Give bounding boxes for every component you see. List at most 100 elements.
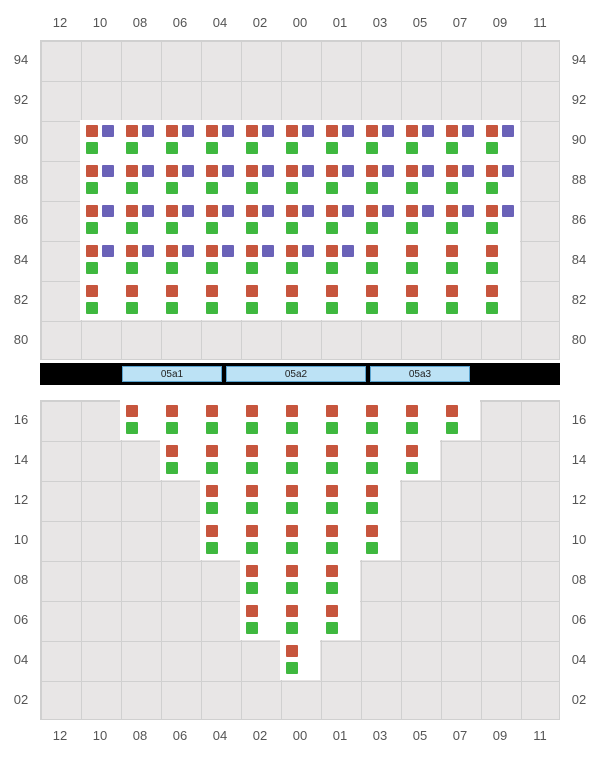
y-axis-label: 08 <box>8 572 34 587</box>
rack-cell[interactable] <box>200 440 240 480</box>
x-axis-label: 02 <box>240 15 280 30</box>
rack-cell[interactable] <box>80 200 120 240</box>
rack-cell[interactable] <box>280 480 320 520</box>
rack-cell[interactable] <box>160 400 200 440</box>
rack-cell[interactable] <box>280 400 320 440</box>
x-axis-label: 02 <box>240 728 280 743</box>
rack-cell[interactable] <box>240 400 280 440</box>
rack-cell[interactable] <box>280 200 320 240</box>
rack-cell[interactable] <box>200 240 240 280</box>
rack-cell[interactable] <box>320 480 360 520</box>
rack-cell[interactable] <box>120 160 160 200</box>
rack-cell[interactable] <box>400 200 440 240</box>
rack-cell[interactable] <box>360 440 400 480</box>
rack-cell[interactable] <box>280 160 320 200</box>
rack-cell[interactable] <box>240 240 280 280</box>
rack-cell[interactable] <box>480 280 520 320</box>
rack-cell[interactable] <box>120 400 160 440</box>
rack-cell[interactable] <box>400 400 440 440</box>
rack-cell[interactable] <box>80 160 120 200</box>
rack-cell[interactable] <box>200 160 240 200</box>
rack-cell[interactable] <box>200 200 240 240</box>
rack-cell[interactable] <box>400 280 440 320</box>
rack-cell[interactable] <box>120 120 160 160</box>
rack-cell[interactable] <box>320 160 360 200</box>
rack-cell[interactable] <box>360 520 400 560</box>
rack-cell[interactable] <box>200 280 240 320</box>
rack-cell[interactable] <box>360 120 400 160</box>
rack-cell[interactable] <box>200 520 240 560</box>
rack-cell[interactable] <box>360 280 400 320</box>
status-slot <box>246 182 258 194</box>
rack-cell[interactable] <box>320 400 360 440</box>
rack-cell[interactable] <box>280 120 320 160</box>
rack-cell[interactable] <box>440 200 480 240</box>
rack-cell[interactable] <box>120 280 160 320</box>
rack-cell[interactable] <box>480 240 520 280</box>
rack-cell[interactable] <box>320 520 360 560</box>
status-slot <box>502 205 514 217</box>
status-slot <box>206 182 218 194</box>
rack-cell[interactable] <box>280 520 320 560</box>
status-slot <box>446 182 458 194</box>
rack-cell[interactable] <box>480 160 520 200</box>
rack-cell[interactable] <box>360 160 400 200</box>
rack-cell[interactable] <box>240 480 280 520</box>
rack-cell[interactable] <box>360 400 400 440</box>
rack-cell[interactable] <box>360 480 400 520</box>
rack-cell[interactable] <box>280 600 320 640</box>
rack-cell[interactable] <box>440 120 480 160</box>
rack-cell[interactable] <box>160 240 200 280</box>
rack-cell[interactable] <box>400 120 440 160</box>
section-segment[interactable]: 05a3 <box>370 366 470 382</box>
section-segment[interactable]: 05a1 <box>122 366 222 382</box>
rack-cell[interactable] <box>320 560 360 600</box>
rack-cell[interactable] <box>80 240 120 280</box>
rack-cell[interactable] <box>240 600 280 640</box>
rack-cell[interactable] <box>160 160 200 200</box>
rack-cell[interactable] <box>240 160 280 200</box>
rack-cell[interactable] <box>400 240 440 280</box>
rack-cell[interactable] <box>240 280 280 320</box>
rack-cell[interactable] <box>480 120 520 160</box>
rack-cell[interactable] <box>360 200 400 240</box>
rack-cell[interactable] <box>440 160 480 200</box>
rack-cell[interactable] <box>160 120 200 160</box>
rack-cell[interactable] <box>280 560 320 600</box>
rack-cell[interactable] <box>320 200 360 240</box>
rack-cell[interactable] <box>400 440 440 480</box>
rack-cell[interactable] <box>320 440 360 480</box>
rack-cell[interactable] <box>200 480 240 520</box>
rack-cell[interactable] <box>280 240 320 280</box>
rack-cell[interactable] <box>80 120 120 160</box>
rack-cell[interactable] <box>360 240 400 280</box>
rack-cell[interactable] <box>200 400 240 440</box>
rack-cell[interactable] <box>240 440 280 480</box>
rack-cell[interactable] <box>400 160 440 200</box>
rack-cell[interactable] <box>80 280 120 320</box>
rack-cell[interactable] <box>200 120 240 160</box>
rack-cell[interactable] <box>240 560 280 600</box>
rack-cell[interactable] <box>480 200 520 240</box>
status-slot <box>102 245 114 257</box>
rack-cell[interactable] <box>440 240 480 280</box>
rack-cell[interactable] <box>320 600 360 640</box>
rack-cell[interactable] <box>240 520 280 560</box>
rack-cell[interactable] <box>120 200 160 240</box>
status-slot <box>502 165 514 177</box>
rack-cell[interactable] <box>280 280 320 320</box>
rack-cell[interactable] <box>320 280 360 320</box>
rack-cell[interactable] <box>280 640 320 680</box>
rack-cell[interactable] <box>240 200 280 240</box>
rack-cell[interactable] <box>160 280 200 320</box>
rack-cell[interactable] <box>240 120 280 160</box>
rack-cell[interactable] <box>320 120 360 160</box>
rack-cell[interactable] <box>280 440 320 480</box>
rack-cell[interactable] <box>160 440 200 480</box>
section-segment[interactable]: 05a2 <box>226 366 366 382</box>
rack-cell[interactable] <box>440 400 480 440</box>
rack-cell[interactable] <box>320 240 360 280</box>
rack-cell[interactable] <box>160 200 200 240</box>
rack-cell[interactable] <box>440 280 480 320</box>
rack-cell[interactable] <box>120 240 160 280</box>
